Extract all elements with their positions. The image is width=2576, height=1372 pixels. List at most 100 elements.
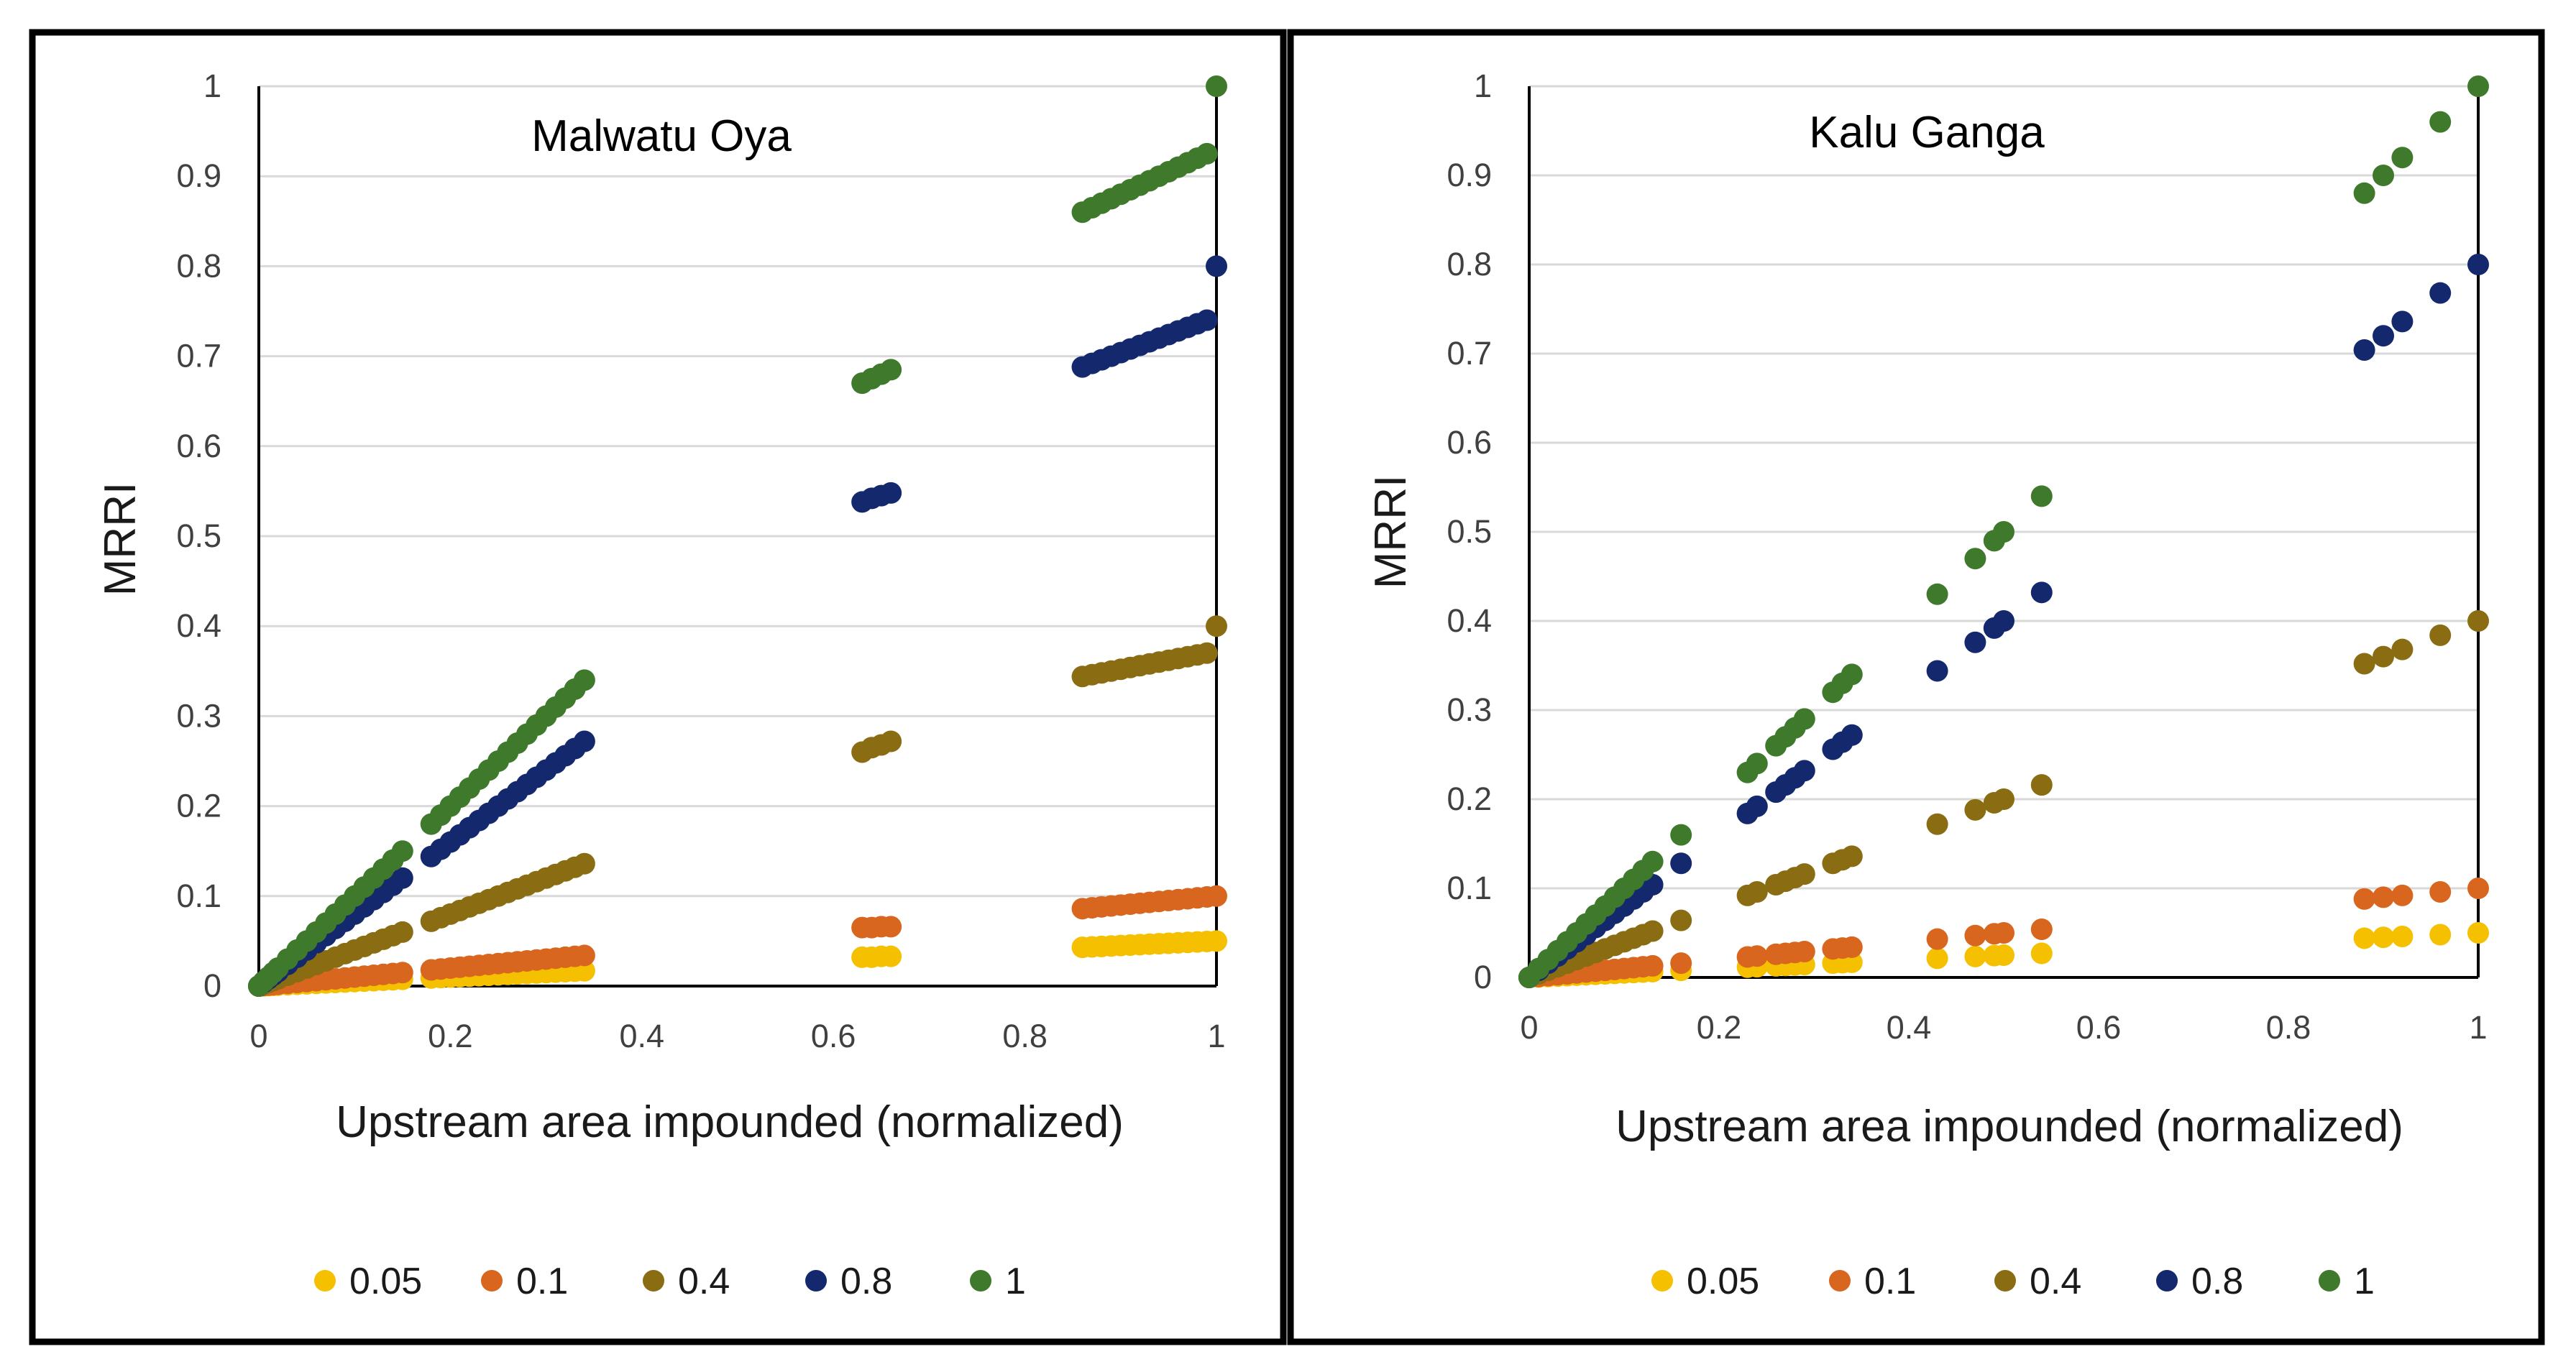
data-point — [2353, 339, 2375, 362]
legend-marker — [1651, 1270, 1673, 1292]
y-tick-label: 0.6 — [1447, 424, 1492, 461]
y-tick-label: 0.7 — [1447, 335, 1492, 372]
panel-frame — [1287, 29, 2545, 1345]
data-point — [1206, 255, 1227, 277]
data-point — [391, 840, 413, 862]
x-tick-label: 0.6 — [811, 1018, 856, 1054]
data-point — [2030, 485, 2053, 507]
data-point — [2467, 878, 2489, 899]
data-point — [1206, 885, 1227, 907]
data-point — [2467, 254, 2489, 275]
data-point — [1670, 852, 1692, 875]
legend-marker — [1994, 1270, 2016, 1292]
data-point — [2429, 880, 2452, 903]
x-tick-label: 0 — [249, 1018, 267, 1054]
data-point — [1746, 795, 1768, 817]
y-tick-label: 0.9 — [176, 157, 221, 194]
data-point — [573, 852, 595, 875]
gridlines — [259, 85, 1216, 898]
data-point — [2373, 325, 2394, 347]
data-point — [2391, 925, 2414, 947]
y-tick-label: 0.5 — [176, 517, 221, 554]
x-tick-label: 1 — [1207, 1018, 1225, 1054]
data-point — [1993, 521, 2014, 543]
data-point — [880, 730, 902, 752]
data-point — [2391, 884, 2414, 906]
data-point — [1793, 863, 1815, 885]
legend-marker — [805, 1270, 827, 1292]
y-tick-label: 0 — [1474, 959, 1492, 995]
legend-label: 0.1 — [516, 1261, 568, 1302]
data-point — [1993, 944, 2014, 966]
data-point — [391, 921, 413, 943]
data-point — [1641, 920, 1664, 942]
y-tick-label: 0.3 — [1447, 691, 1492, 728]
data-point — [1964, 924, 1986, 947]
data-point — [2373, 886, 2394, 908]
data-point — [1841, 936, 1863, 958]
legend-label: 0.8 — [840, 1261, 892, 1302]
data-point — [2030, 942, 2053, 964]
y-tick-label: 0.2 — [1447, 781, 1492, 817]
y-axis-title: MRRI — [96, 482, 145, 596]
x-tick-labels: 0 0.2 0.4 0.6 0.8 1 — [249, 1018, 1225, 1054]
data-point — [1641, 850, 1664, 873]
legend-label: 0.4 — [678, 1261, 730, 1302]
panel-malwatu-oya: 0 0.1 0.2 0.3 0.4 0.5 0.6 0.7 0.8 0.9 1 0 0.2 0.4 0.6… — [29, 29, 1287, 1345]
x-tick-label: 0.4 — [1887, 1009, 1932, 1046]
data-point — [2353, 182, 2375, 204]
data-point — [2353, 653, 2375, 675]
legend-label: 0.1 — [1864, 1261, 1916, 1302]
data-point — [2429, 924, 2452, 946]
legend-label: 1 — [2354, 1261, 2375, 1302]
scatter-points — [248, 75, 1227, 997]
data-point — [1641, 954, 1664, 977]
series-0-8 — [1518, 254, 2489, 988]
legend-label: 1 — [1005, 1261, 1026, 1302]
data-point — [2353, 888, 2375, 910]
legend-marker — [2319, 1270, 2340, 1292]
x-tick-label: 0.4 — [620, 1018, 665, 1054]
data-point — [1670, 952, 1692, 975]
y-tick-label: 0.8 — [1447, 246, 1492, 282]
legend: 0.05 0.1 0.4 0.8 1 — [314, 1261, 1026, 1302]
x-tick-label: 0.6 — [2076, 1009, 2122, 1046]
data-point — [2429, 111, 2452, 133]
x-tick-label: 1 — [2469, 1009, 2487, 1046]
series-1 — [248, 75, 1227, 997]
data-point — [1993, 610, 2014, 632]
legend-marker — [481, 1270, 503, 1292]
data-point — [2467, 922, 2489, 944]
legend-label: 0.8 — [2191, 1261, 2243, 1302]
legend-marker — [2156, 1270, 2178, 1292]
data-point — [1926, 947, 1948, 970]
legend-marker — [643, 1270, 664, 1292]
data-point — [1964, 548, 1986, 570]
data-point — [1206, 930, 1227, 952]
data-point — [2373, 645, 2394, 668]
legend: 0.05 0.1 0.4 0.8 1 — [1651, 1261, 2375, 1302]
data-point — [1746, 880, 1768, 903]
data-point — [1746, 945, 1768, 967]
data-point — [1196, 142, 1218, 165]
data-point — [2030, 581, 2053, 604]
y-tick-label: 1 — [1474, 68, 1492, 104]
data-point — [1926, 583, 1948, 605]
y-tick-labels: 0 0.1 0.2 0.3 0.4 0.5 0.6 0.7 0.8 0.9 1 — [1447, 68, 1492, 995]
data-point — [2030, 918, 2053, 941]
data-point — [1793, 760, 1815, 782]
scatter-points — [1518, 75, 2489, 988]
legend-label: 0.05 — [349, 1261, 422, 1302]
y-tick-label: 1 — [203, 68, 221, 104]
y-tick-label: 0.2 — [176, 788, 221, 824]
data-point — [1841, 663, 1863, 686]
data-point — [573, 730, 595, 752]
x-tick-label: 0.8 — [1002, 1018, 1048, 1054]
data-point — [2391, 310, 2414, 333]
chart-title: Malwatu Oya — [531, 111, 792, 161]
data-point — [1993, 788, 2014, 810]
x-tick-label: 0 — [1520, 1009, 1538, 1046]
y-tick-label: 0.3 — [176, 697, 221, 734]
data-point — [2391, 638, 2414, 660]
